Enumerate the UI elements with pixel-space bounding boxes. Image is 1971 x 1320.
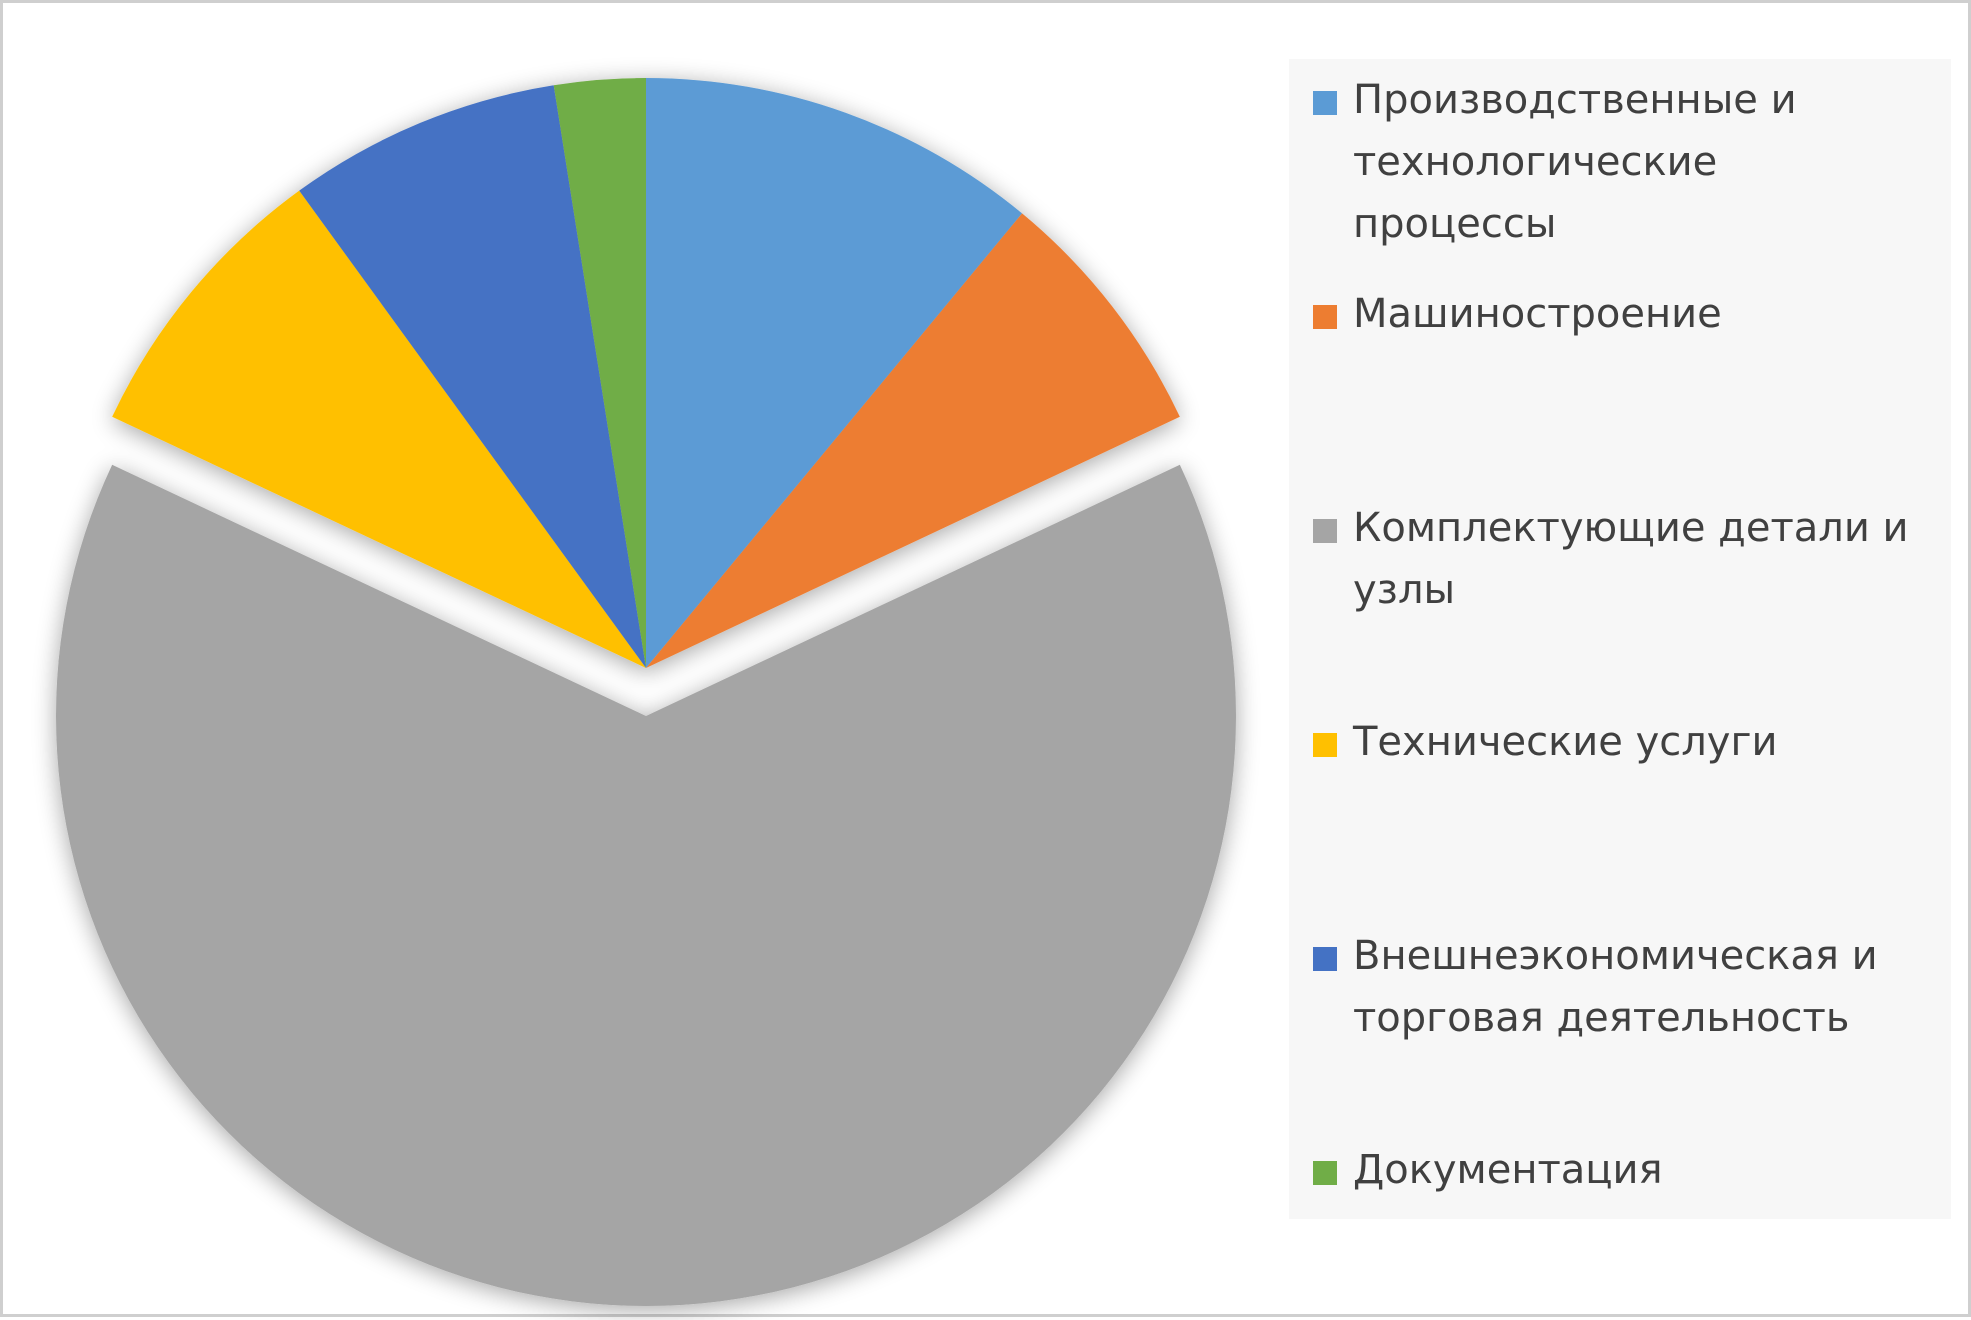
pie-slice <box>646 78 1023 668</box>
pie-slice <box>299 85 646 669</box>
legend-swatch <box>1313 519 1337 543</box>
pie-slice <box>646 213 1180 668</box>
chart-legend: Производственные и технологические проце… <box>1289 59 1951 1219</box>
legend-swatch <box>1313 91 1337 115</box>
pie-slices <box>55 78 1237 1306</box>
legend-item-machinery: Машиностроение <box>1313 283 1933 345</box>
pie-slice <box>55 464 1237 1306</box>
legend-item-foreign-trade: Внешнеэкономическая и торговая деятельно… <box>1313 925 1933 1049</box>
legend-label: Комплектующие детали и узлы <box>1353 505 1909 613</box>
legend-swatch <box>1313 947 1337 971</box>
legend-item-tech-services: Технические услуги <box>1313 711 1933 773</box>
legend-item-components: Комплектующие детали и узлы <box>1313 497 1933 621</box>
legend-label: Документация <box>1353 1147 1663 1193</box>
legend-label: Технические услуги <box>1353 719 1778 765</box>
legend-label: Внешнеэкономическая и торговая деятельно… <box>1353 933 1878 1041</box>
pie-chart <box>55 78 1237 1306</box>
legend-label: Производственные и технологические проце… <box>1353 77 1797 247</box>
pie-slice <box>112 190 646 668</box>
legend-item-production: Производственные и технологические проце… <box>1313 69 1933 255</box>
legend-swatch <box>1313 733 1337 757</box>
legend-swatch <box>1313 305 1337 329</box>
legend-item-documentation: Документация <box>1313 1139 1933 1201</box>
legend-swatch <box>1313 1161 1337 1185</box>
legend-label: Машиностроение <box>1353 291 1722 337</box>
pie-slice <box>553 78 646 668</box>
